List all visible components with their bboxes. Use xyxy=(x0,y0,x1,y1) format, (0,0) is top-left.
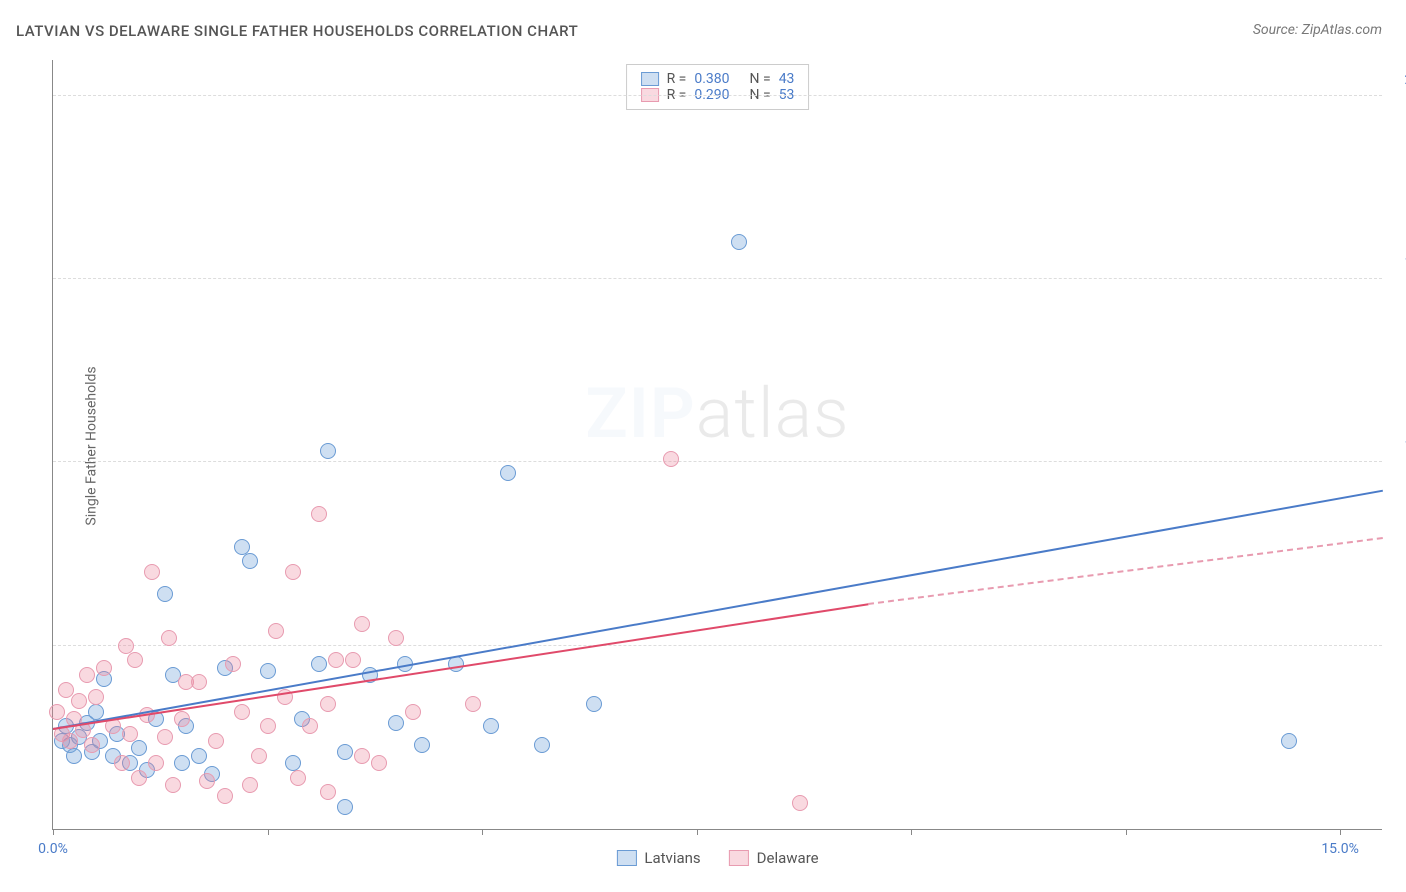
scatter-point xyxy=(161,630,177,646)
scatter-point xyxy=(465,696,481,712)
stats-legend: R = 0.380N = 43R = 0.290N = 53 xyxy=(626,64,810,110)
scatter-point xyxy=(483,718,499,734)
scatter-point xyxy=(302,718,318,734)
scatter-point xyxy=(157,586,173,602)
scatter-point xyxy=(148,755,164,771)
scatter-point xyxy=(586,696,602,712)
scatter-point xyxy=(663,451,679,467)
scatter-point xyxy=(88,689,104,705)
scatter-point xyxy=(114,755,130,771)
legend-item: Delaware xyxy=(729,849,819,867)
scatter-point xyxy=(88,704,104,720)
scatter-point xyxy=(1281,733,1297,749)
scatter-point xyxy=(388,715,404,731)
scatter-point xyxy=(371,755,387,771)
scatter-point xyxy=(217,788,233,804)
scatter-point xyxy=(337,799,353,815)
legend-swatch xyxy=(641,72,659,86)
scatter-point xyxy=(157,729,173,745)
scatter-point xyxy=(131,770,147,786)
x-tick-label: 0.0% xyxy=(38,841,68,857)
gridline-h xyxy=(53,461,1382,462)
scatter-point xyxy=(320,696,336,712)
scatter-point xyxy=(500,465,516,481)
series-legend: Latvians Delaware xyxy=(616,849,818,867)
gridline-h xyxy=(53,95,1382,96)
scatter-point xyxy=(131,740,147,756)
x-tick-mark xyxy=(482,829,483,835)
x-tick-mark xyxy=(268,829,269,835)
stats-row: R = 0.380N = 43 xyxy=(641,71,795,87)
scatter-point xyxy=(328,652,344,668)
scatter-point xyxy=(388,630,404,646)
x-tick-label: 15.0% xyxy=(1321,841,1359,857)
scatter-point xyxy=(337,744,353,760)
scatter-point xyxy=(49,704,65,720)
scatter-point xyxy=(174,711,190,727)
scatter-point xyxy=(405,704,421,720)
scatter-point xyxy=(354,616,370,632)
scatter-point xyxy=(234,704,250,720)
gridline-h xyxy=(53,278,1382,279)
scatter-point xyxy=(199,773,215,789)
trend-line xyxy=(868,537,1383,605)
legend-item: Latvians xyxy=(616,849,700,867)
scatter-point xyxy=(122,726,138,742)
scatter-point xyxy=(84,737,100,753)
trend-line xyxy=(53,490,1383,730)
scatter-plot: ZIPatlas R = 0.380N = 43R = 0.290N = 53 … xyxy=(52,60,1382,830)
x-tick-mark xyxy=(911,829,912,835)
legend-swatch xyxy=(616,850,636,866)
scatter-point xyxy=(260,718,276,734)
scatter-point xyxy=(260,663,276,679)
scatter-point xyxy=(127,652,143,668)
source-credit: Source: ZipAtlas.com xyxy=(1253,22,1382,38)
scatter-point xyxy=(225,656,241,672)
scatter-point xyxy=(792,795,808,811)
x-tick-mark xyxy=(1126,829,1127,835)
scatter-point xyxy=(71,693,87,709)
scatter-point xyxy=(234,539,250,555)
scatter-point xyxy=(414,737,430,753)
legend-swatch xyxy=(729,850,749,866)
scatter-point xyxy=(144,564,160,580)
scatter-point xyxy=(66,748,82,764)
scatter-point xyxy=(242,553,258,569)
scatter-point xyxy=(242,777,258,793)
scatter-point xyxy=(174,755,190,771)
chart-title: LATVIAN VS DELAWARE SINGLE FATHER HOUSEH… xyxy=(16,22,578,40)
scatter-point xyxy=(191,748,207,764)
scatter-point xyxy=(251,748,267,764)
scatter-point xyxy=(208,733,224,749)
scatter-point xyxy=(345,652,361,668)
scatter-point xyxy=(285,564,301,580)
scatter-point xyxy=(285,755,301,771)
scatter-point xyxy=(354,748,370,764)
x-tick-mark xyxy=(53,829,54,835)
scatter-point xyxy=(62,733,78,749)
scatter-point xyxy=(96,660,112,676)
scatter-point xyxy=(165,777,181,793)
scatter-point xyxy=(731,234,747,250)
scatter-point xyxy=(118,638,134,654)
scatter-point xyxy=(290,770,306,786)
scatter-point xyxy=(268,623,284,639)
watermark: ZIPatlas xyxy=(585,373,849,455)
scatter-point xyxy=(320,784,336,800)
scatter-point xyxy=(534,737,550,753)
scatter-point xyxy=(79,667,95,683)
scatter-point xyxy=(311,656,327,672)
scatter-point xyxy=(311,506,327,522)
scatter-point xyxy=(191,674,207,690)
scatter-point xyxy=(320,443,336,459)
x-tick-mark xyxy=(1340,829,1341,835)
gridline-h xyxy=(53,645,1382,646)
x-tick-mark xyxy=(697,829,698,835)
